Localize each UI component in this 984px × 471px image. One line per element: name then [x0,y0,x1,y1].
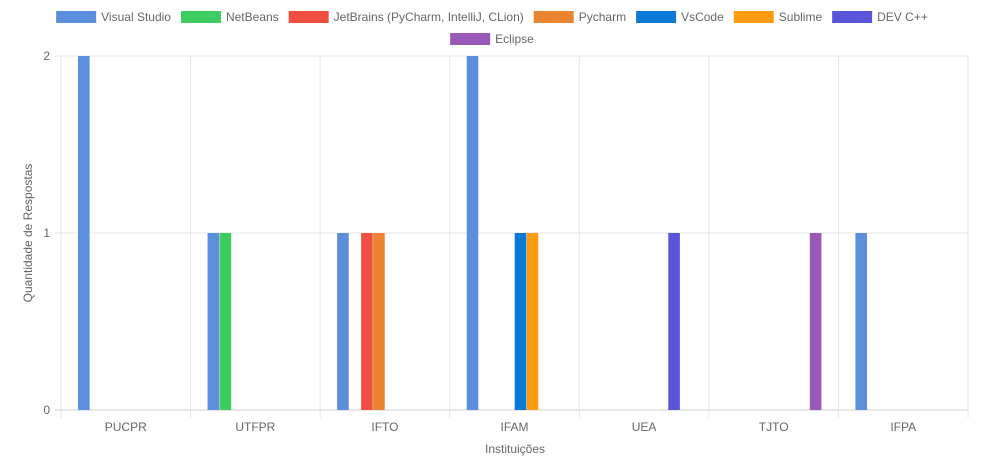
legend-label: Visual Studio [101,10,171,24]
bar-vscode-ifam[interactable] [514,233,527,410]
legend-label: VsCode [681,10,724,24]
bar-eclipse-tjto[interactable] [809,233,822,410]
x-tick-label-uea: UEA [632,420,657,434]
bar-visual-studio-ifto[interactable] [337,233,349,410]
bar-visual-studio-ifpa[interactable] [855,233,868,410]
bar-netbeans-utfpr[interactable] [219,233,232,410]
x-axis-ticks: PUCPR UTFPR IFTO IFAM UEA TJTO IFPA [105,420,916,434]
legend-swatch [832,11,873,23]
legend-swatch [288,11,329,23]
legend-item-eclipse[interactable]: Eclipse [450,32,534,46]
bar-jetbrains-pycharm-intellij-clion-ifto[interactable] [361,233,373,410]
legend-label: Eclipse [495,32,534,46]
legend-swatch [56,11,97,23]
bars [77,56,868,410]
legend-item-netbeans[interactable]: NetBeans [180,10,279,24]
y-tick-label: 1 [43,226,50,240]
legend-label: NetBeans [226,10,279,24]
y-tick-label: 2 [43,49,50,63]
x-tick-label-ifpa: IFPA [890,420,916,434]
legend-item-vscode[interactable]: VsCode [636,10,724,24]
x-tick-label-tjto: TJTO [759,420,789,434]
legend-swatch [450,33,491,45]
bar-visual-studio-pucpr[interactable] [77,56,90,410]
y-tick-label: 0 [43,403,50,417]
y-axis-title: Quantidade de Respostas [21,164,35,303]
legend-item-visual-studio[interactable]: Visual Studio [56,10,171,24]
x-tick-label-ifam: IFAM [500,420,528,434]
legend-label: JetBrains (PyCharm, IntelliJ, CLion) [334,10,524,24]
x-tick-label-pucpr: PUCPR [105,420,147,434]
legend-swatch [533,11,574,23]
bar-dev-c-uea[interactable] [668,233,680,410]
legend-item-pycharm[interactable]: Pycharm [533,10,626,24]
legend-swatch [636,11,677,23]
x-axis-title: Instituições [485,442,545,456]
legend-label: DEV C++ [877,10,928,24]
bar-pycharm-ifto[interactable] [373,233,385,410]
legend-swatch [180,11,221,23]
bar-visual-studio-ifam[interactable] [466,56,479,410]
x-tick-label-utfpr: UTFPR [235,420,275,434]
bar-visual-studio-utfpr[interactable] [207,233,220,410]
legend-label: Pycharm [579,10,626,24]
legend: Visual Studio NetBeans JetBrains (PyCharm,… [56,10,928,46]
y-axis-ticks: 0 1 2 [43,49,50,417]
legend-item-dev-c[interactable]: DEV C++ [832,10,928,24]
legend-swatch [733,11,774,23]
legend-item-sublime[interactable]: Sublime [733,10,823,24]
legend-label: Sublime [779,10,823,24]
legend-item-jetbrains-pycharm-intellij-clion[interactable]: JetBrains (PyCharm, IntelliJ, CLion) [288,10,524,24]
bar-sublime-ifam[interactable] [526,233,539,410]
x-tick-label-ifto: IFTO [371,420,398,434]
grid-lines [55,55,969,418]
